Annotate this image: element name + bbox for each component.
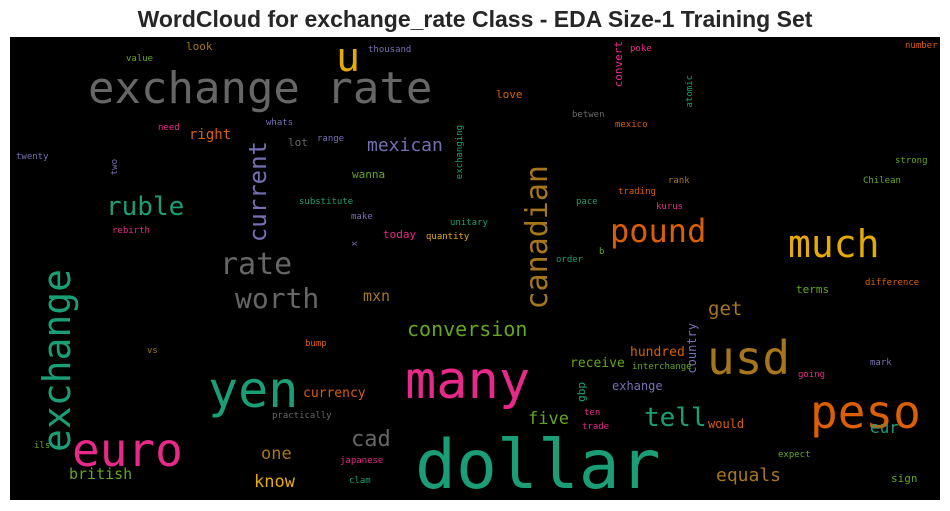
word-cad: cad	[351, 427, 391, 452]
word-worth: worth	[235, 282, 320, 315]
word-rank: rank	[668, 176, 690, 186]
word-equals: equals	[716, 465, 782, 486]
word-u: u	[336, 37, 361, 81]
word-order: order	[556, 255, 584, 265]
chart-title: WordCloud for exchange_rate Class - EDA …	[137, 6, 813, 32]
word-many: many	[405, 351, 531, 411]
word-get: get	[708, 298, 743, 320]
word-need: need	[158, 123, 180, 133]
word-going: going	[798, 370, 826, 380]
word-vs: vs	[147, 346, 158, 356]
word-sign: sign	[891, 472, 918, 485]
word-mexico: mexico	[615, 120, 648, 130]
word-clam: clam	[349, 476, 371, 486]
word-rebirth: rebirth	[112, 226, 150, 236]
word-conversion: conversion	[407, 317, 528, 341]
word-pace: pace	[576, 197, 598, 207]
word-exchange: exchange	[35, 269, 79, 453]
word-x: x	[350, 241, 360, 247]
word-hundred: hundred	[630, 345, 685, 360]
word-exhange: exhange	[612, 379, 663, 393]
word-exchanging: exchanging	[455, 125, 465, 180]
word-mexican: mexican	[367, 135, 443, 156]
word-current: current	[244, 141, 272, 243]
word-eur: eur	[870, 418, 899, 437]
word-british: british	[69, 465, 133, 483]
word-gbp: gbp	[575, 382, 588, 402]
word-right: right	[189, 127, 232, 143]
word-unitary: unitary	[450, 218, 488, 228]
word-terms: terms	[796, 283, 830, 296]
word-poke: poke	[630, 44, 652, 54]
word-whats: whats	[266, 118, 294, 128]
word-rate: rate	[220, 247, 293, 282]
word-two: two	[110, 159, 120, 176]
word-expect: expect	[778, 450, 811, 460]
word-strong: strong	[895, 156, 928, 166]
word-mark: mark	[870, 358, 892, 368]
word-quantity: quantity	[426, 232, 470, 242]
word-trade: trade	[582, 422, 610, 432]
word-know: know	[254, 472, 295, 492]
word-much: much	[788, 222, 880, 266]
word-number: number	[905, 41, 938, 51]
word-mxn: mxn	[363, 287, 391, 305]
word-love: love	[496, 88, 523, 101]
word-interchange: interchange	[632, 362, 692, 372]
word-value: value	[126, 54, 154, 64]
word-would: would	[708, 417, 745, 431]
word-b: b	[599, 247, 605, 257]
word-peso: peso	[810, 385, 921, 439]
word-wanna: wanna	[352, 168, 386, 181]
word-exchange-rate: exchange rate	[88, 63, 433, 114]
word-kurus: kurus	[656, 202, 684, 212]
word-chilean: Chilean	[863, 176, 901, 186]
word-canadian: canadian	[520, 165, 555, 310]
word-usd: usd	[707, 331, 791, 385]
word-lot: lot	[288, 136, 308, 149]
word-trading: trading	[618, 187, 656, 197]
word-cloud: dollar exchange rate many peso yen euro usd exc…	[10, 37, 940, 500]
word-substitute: substitute	[299, 197, 354, 207]
word-dollar: dollar	[415, 426, 661, 500]
word-one: one	[261, 444, 292, 464]
word-japanese: japanese	[340, 456, 384, 466]
word-pound: pound	[610, 212, 707, 250]
word-ruble: ruble	[106, 192, 185, 222]
word-today: today	[383, 228, 417, 241]
word-make: make	[351, 212, 373, 222]
word-twenty: twenty	[16, 152, 49, 162]
word-betwen: betwen	[572, 110, 605, 120]
word-ils: ils	[34, 441, 51, 451]
word-atomic: atomic	[685, 75, 695, 108]
word-receive: receive	[570, 356, 625, 371]
word-practically: practically	[272, 411, 332, 421]
word-convert: convert	[612, 41, 625, 88]
word-yen: yen	[208, 361, 299, 419]
word-range: range	[317, 134, 345, 144]
word-euro: euro	[72, 423, 183, 477]
word-difference: difference	[865, 278, 920, 288]
word-look: look	[186, 40, 213, 53]
word-thousand: thousand	[368, 45, 412, 55]
word-tell: tell	[644, 403, 707, 433]
word-currency: currency	[303, 386, 366, 401]
word-bump: bump	[305, 339, 327, 349]
word-ten: ten	[584, 408, 601, 418]
word-five: five	[528, 409, 569, 429]
